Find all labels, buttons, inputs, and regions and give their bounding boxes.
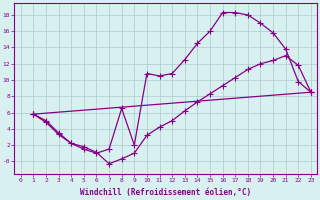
X-axis label: Windchill (Refroidissement éolien,°C): Windchill (Refroidissement éolien,°C) (80, 188, 252, 197)
